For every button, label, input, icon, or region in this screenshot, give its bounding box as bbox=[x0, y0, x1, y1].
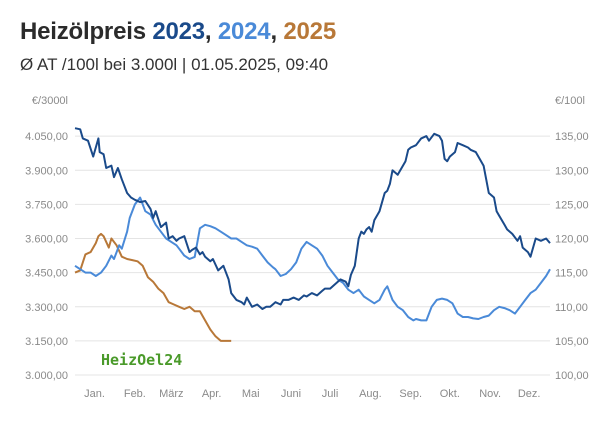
left-axis: 3.000,00 3.150,00 3.300,00 3.450,00 3.600,00… bbox=[25, 95, 68, 382]
x-tick-label: Mai bbox=[242, 388, 260, 400]
title-text: Heizölpreis bbox=[20, 18, 153, 45]
x-tick-label: Nov. bbox=[479, 388, 501, 400]
x-tick-label: Feb. bbox=[124, 388, 146, 400]
right-tick-label: 100,00 bbox=[555, 370, 589, 382]
x-tick-label: Apr. bbox=[202, 388, 222, 400]
left-tick-label: 3.900,00 bbox=[25, 165, 68, 177]
left-tick-label: 4.050,00 bbox=[25, 131, 68, 143]
right-tick-label: 115,00 bbox=[555, 268, 588, 280]
title-separator: , bbox=[270, 18, 284, 45]
title-year-2023: 2023 bbox=[152, 18, 205, 45]
right-axis-unit: €/100l bbox=[555, 95, 585, 107]
left-tick-label: 3.000,00 bbox=[25, 370, 68, 382]
left-tick-label: 3.300,00 bbox=[25, 302, 68, 314]
series-group bbox=[74, 127, 551, 342]
chart-title: Heizölpreis 2023, 2024, 2025 bbox=[20, 18, 336, 46]
chart-subtitle: Ø AT /100l bei 3.000l | 01.05.2025, 09:4… bbox=[20, 55, 329, 74]
left-axis-unit: €/3000l bbox=[32, 95, 68, 107]
brand-logo: HeizOel24 bbox=[101, 351, 182, 369]
right-tick-label: 125,00 bbox=[555, 199, 589, 211]
title-year-2025: 2025 bbox=[283, 18, 336, 45]
left-tick-label: 3.150,00 bbox=[25, 336, 68, 348]
right-tick-label: 135,00 bbox=[555, 131, 589, 143]
title-separator: , bbox=[204, 18, 218, 45]
right-tick-label: 120,00 bbox=[555, 234, 589, 246]
right-tick-label: 105,00 bbox=[555, 336, 589, 348]
right-tick-label: 130,00 bbox=[555, 165, 589, 177]
x-tick-label: Okt. bbox=[440, 388, 460, 400]
x-tick-label: Jan. bbox=[84, 388, 105, 400]
left-tick-label: 3.750,00 bbox=[25, 199, 68, 211]
left-tick-label: 3.450,00 bbox=[25, 268, 68, 280]
grid-lines bbox=[75, 135, 550, 376]
x-tick-label: Sep. bbox=[399, 388, 422, 400]
left-tick-label: 3.600,00 bbox=[25, 234, 68, 246]
x-tick-label: Dez. bbox=[518, 388, 541, 400]
title-year-2024: 2024 bbox=[217, 18, 271, 45]
series-line-2023 bbox=[74, 127, 551, 310]
x-tick-label: Aug. bbox=[359, 388, 382, 400]
x-axis: Jan. Feb. März Apr. Mai Juni Juli Aug. Sep. Okt. N… bbox=[84, 388, 540, 400]
x-tick-label: Juli bbox=[322, 388, 339, 400]
series-line-2024 bbox=[74, 196, 551, 322]
x-tick-label: März bbox=[159, 388, 183, 400]
right-axis: 100,00 105,00 110,00 115,00 120,00 125,00 130,… bbox=[555, 95, 589, 382]
series-line-2025 bbox=[74, 232, 232, 342]
x-tick-label: Juni bbox=[281, 388, 301, 400]
right-tick-label: 110,00 bbox=[555, 302, 588, 314]
